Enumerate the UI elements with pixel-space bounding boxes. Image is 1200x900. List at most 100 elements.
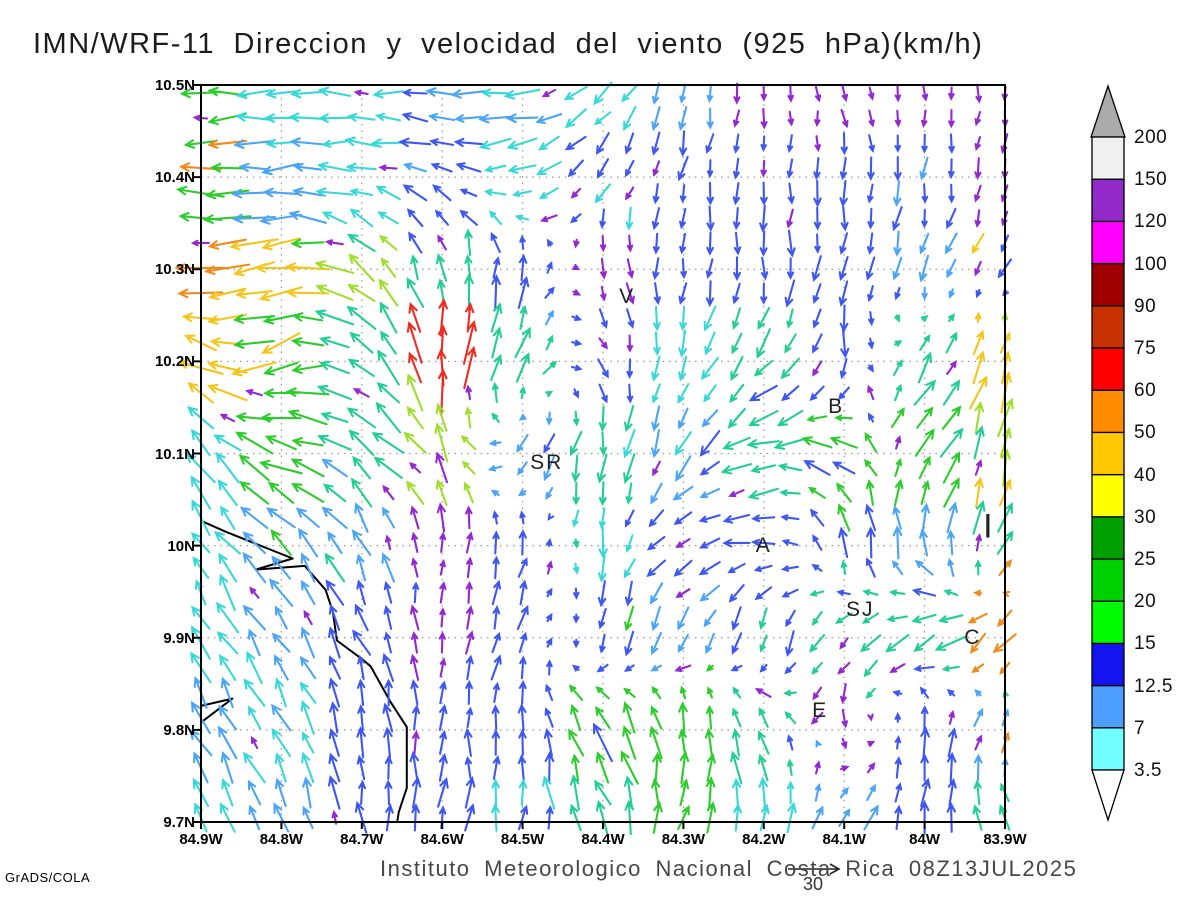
wind-arrow [439, 607, 446, 628]
wind-arrow [653, 331, 661, 357]
wind-arrow [314, 260, 355, 274]
wind-arrow [568, 728, 585, 757]
wind-arrow [300, 552, 316, 583]
wind-arrow [646, 535, 666, 551]
wind-arrow [920, 705, 929, 730]
wind-arrow [488, 210, 503, 226]
wind-arrow [354, 502, 369, 533]
wind-arrow [328, 626, 341, 659]
wind-arrow [299, 655, 317, 680]
wind-arrow [786, 208, 794, 229]
wind-arrow [383, 631, 392, 654]
wind-arrow [653, 282, 661, 306]
wind-arrow [623, 558, 636, 579]
wind-arrow [864, 503, 877, 532]
wind-arrow [410, 254, 419, 281]
wind-arrow [894, 383, 903, 402]
wind-arrow [430, 162, 453, 173]
wind-arrow [411, 531, 419, 553]
wind-arrow [354, 801, 368, 834]
wind-arrow [701, 409, 719, 428]
wind-arrow [377, 211, 399, 225]
wind-arrow [974, 734, 983, 751]
wind-arrow [543, 455, 555, 482]
wind-arrow [202, 214, 252, 224]
wind-arrow [301, 751, 315, 784]
wind-arrow [412, 581, 420, 604]
wind-arrow [383, 604, 393, 630]
wind-arrow [727, 562, 746, 574]
wind-arrow [248, 804, 261, 831]
wind-arrow [750, 538, 776, 547]
wind-arrow [973, 425, 985, 460]
wind-arrow [893, 155, 902, 182]
wind-arrow [704, 727, 714, 757]
wind-arrow [651, 355, 661, 382]
wind-arrow [598, 607, 607, 630]
wind-arrow [406, 480, 425, 505]
wind-arrow [239, 480, 270, 505]
wind-arrow [545, 334, 554, 351]
wind-arrow [271, 703, 292, 732]
wind-arrow [438, 752, 448, 782]
wind-arrow [675, 588, 691, 599]
wind-arrow [233, 339, 275, 349]
wind-arrow [649, 725, 663, 760]
wind-arrow [455, 162, 482, 173]
wind-arrow [544, 309, 554, 326]
wind-arrow [517, 804, 529, 831]
wind-arrow [624, 799, 635, 836]
wind-arrow [920, 753, 929, 782]
wind-arrow [776, 409, 804, 427]
wind-arrow [760, 282, 768, 305]
colorbar-tick-label: 3.5 [1134, 760, 1162, 781]
wind-arrow [625, 206, 634, 231]
wind-arrow [406, 321, 423, 364]
chart-title: IMN/WRF-11 Direccion y velocidad del vie… [33, 28, 984, 60]
wind-arrow [465, 630, 475, 655]
wind-arrow [545, 537, 553, 547]
wind-arrow [220, 676, 234, 709]
wind-arrow [973, 589, 983, 597]
wind-arrow [321, 506, 348, 530]
wind-arrow [913, 634, 936, 652]
wind-arrow [757, 730, 770, 755]
wind-arrow [439, 657, 447, 678]
wind-arrow [758, 607, 768, 630]
wind-arrow [652, 257, 660, 281]
wind-arrow [706, 181, 715, 206]
wind-arrow [570, 703, 582, 731]
wind-arrow [264, 435, 297, 451]
colorbar-tick-label: 7 [1134, 717, 1146, 739]
wind-arrow [652, 305, 661, 332]
wind-arrow [809, 385, 825, 402]
wind-arrow [918, 455, 931, 480]
wind-arrow [732, 282, 741, 305]
wind-arrow [677, 383, 690, 404]
wind-arrow [652, 751, 662, 783]
wind-arrow [572, 638, 580, 649]
colorbar-tick-label: 40 [1134, 464, 1157, 486]
wind-arrow [409, 604, 420, 631]
wind-arrow [328, 655, 342, 680]
wind-arrow [705, 632, 715, 655]
wind-arrow [892, 504, 902, 530]
wind-arrow [381, 552, 396, 583]
wind-arrow [327, 531, 343, 555]
wind-arrow [436, 253, 448, 282]
wind-arrow [411, 803, 421, 832]
wind-arrow [349, 331, 374, 354]
wind-arrow [840, 132, 848, 156]
wind-arrow [324, 239, 344, 246]
wind-arrow [464, 755, 473, 779]
wind-arrow [758, 707, 769, 728]
wind-arrow [490, 353, 503, 382]
wind-arrow [754, 688, 772, 698]
wind-arrow [868, 109, 875, 128]
wind-arrow [464, 775, 476, 809]
wind-arrow [402, 162, 427, 173]
wind-arrow [893, 478, 904, 507]
wind-arrow [786, 134, 794, 154]
wind-arrow [754, 586, 773, 601]
